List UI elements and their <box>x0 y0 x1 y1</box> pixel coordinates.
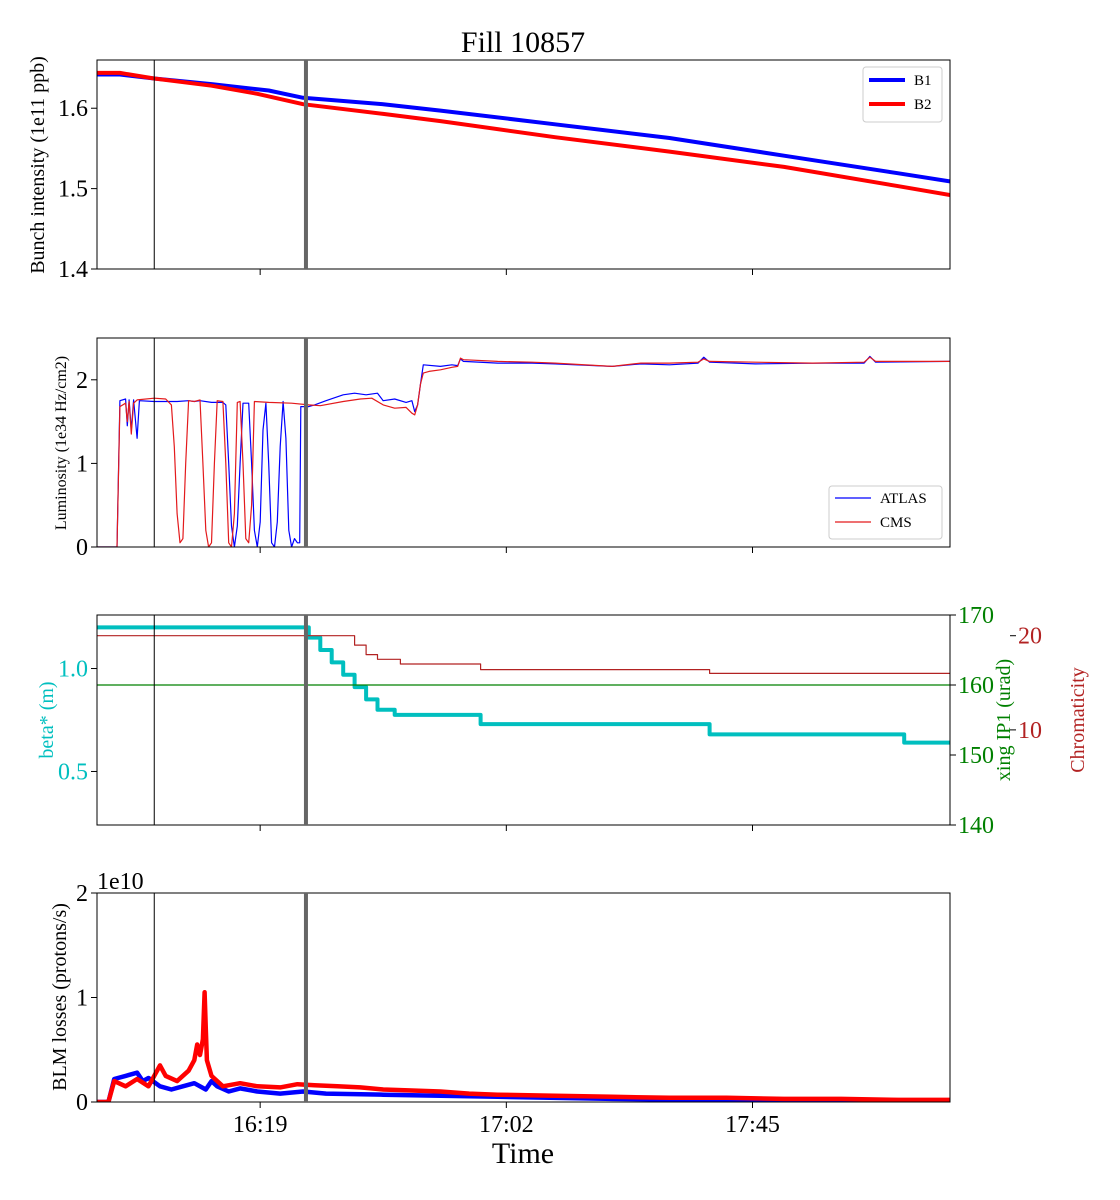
plot-area-luminosity <box>97 355 950 547</box>
plot-area-blm <box>97 990 950 1102</box>
series-line-b1 <box>97 1070 950 1102</box>
axes-frame-luminosity <box>96 337 951 548</box>
x-tick-label: 17:45 <box>725 1112 780 1138</box>
legend-box <box>828 485 943 540</box>
y2-tick-label: 170 <box>958 603 994 629</box>
y-tick-label: 2 <box>76 881 88 907</box>
panel-optics: 0.5 1.0 140 150 160 170 10 20 beta* (m) xing IP… <box>36 603 1089 839</box>
ylabel-beta: beta* (m) <box>36 681 58 758</box>
plot-area-optics <box>97 625 950 745</box>
x-tick-label: 16:19 <box>233 1112 288 1138</box>
y3-tick-label: 20 <box>1018 624 1042 650</box>
y-tick-label: 1.4 <box>58 257 88 283</box>
y-tick-label: 1 <box>76 451 88 477</box>
y2-tick-label: 160 <box>958 673 994 699</box>
axes-optics: 0.5 1.0 140 150 160 170 10 20 <box>58 603 1042 839</box>
legend-luminosity: ATLAS CMS <box>828 485 943 540</box>
series-line-beta-m- <box>97 625 950 745</box>
y-tick-label: 1.5 <box>58 177 88 203</box>
axes-frame-intensity <box>96 59 951 270</box>
ylabel-luminosity: Luminosity (1e34 Hz/cm2) <box>53 356 70 530</box>
y-tick-label: 0.5 <box>58 759 88 785</box>
y2-tick-label: 140 <box>958 813 994 839</box>
ylabel-chromaticity: Chromaticity <box>1067 667 1089 773</box>
legend-label-b1: B1 <box>914 73 932 89</box>
y-tick-label: 1.0 <box>58 657 88 683</box>
panel-luminosity: 0 1 2 Luminosity (1e34 Hz/cm2) ATLAS CMS <box>53 337 951 561</box>
chart-title: Fill 10857 <box>461 26 585 59</box>
series-line-chromaticity <box>97 635 950 674</box>
axes-luminosity: 0 1 2 <box>76 338 753 561</box>
axes-frame-optics <box>96 614 951 826</box>
legend-label-cms: CMS <box>880 515 912 531</box>
axes-intensity: 1.4 1.5 1.6 <box>58 60 753 283</box>
legend-intensity: B1 B2 <box>862 66 943 123</box>
y3-tick-label: 10 <box>1018 718 1042 744</box>
axes-blm: 0 1 2 16:19 17:02 17:45 <box>76 881 780 1138</box>
series-line-cms <box>97 356 950 547</box>
y-tick-label: 0 <box>76 535 88 561</box>
series-line-b1 <box>97 72 950 184</box>
ylabel-intensity: Bunch intensity (1e11 ppb) <box>27 56 49 274</box>
ylabel-xing: xing IP1 (urad) <box>993 659 1015 781</box>
y-tick-label: 1.6 <box>58 96 88 122</box>
legend-label-atlas: ATLAS <box>880 491 927 507</box>
panel-bunch-intensity: 1.4 1.5 1.6 Bunch intensity (1e11 ppb) B1 … <box>27 56 951 283</box>
panel-blm-losses: 0 1 2 16:19 17:02 17:45 1e10 BLM losses (prot… <box>49 869 951 1138</box>
y2-tick-label: 150 <box>958 743 994 769</box>
xlabel: Time <box>492 1137 554 1170</box>
ylabel-blm: BLM losses (protons/s) <box>49 903 71 1091</box>
series-line-b2 <box>97 990 950 1102</box>
y-tick-label: 0 <box>76 1090 88 1116</box>
y-tick-label: 1 <box>76 986 88 1012</box>
x-tick-label: 17:02 <box>479 1112 534 1138</box>
y-tick-label: 2 <box>76 368 88 394</box>
plot-area-intensity <box>97 70 950 197</box>
series-line-b2 <box>97 70 950 197</box>
y-offset-text: 1e10 <box>97 869 144 895</box>
legend-label-b2: B2 <box>914 97 932 113</box>
axes-frame-blm <box>96 892 951 1103</box>
